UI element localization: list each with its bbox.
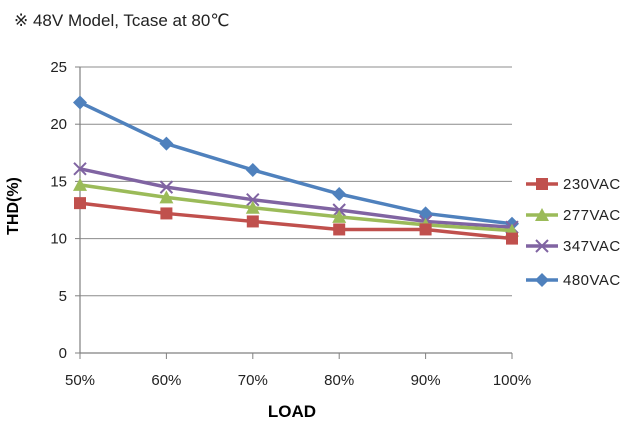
- data-point-480vac-1: [159, 136, 174, 151]
- legend-label-277vac: 277VAC: [563, 207, 621, 224]
- legend-marker-480vac: [535, 273, 549, 287]
- data-point-277vac-1: [159, 190, 174, 204]
- data-point-480vac-3: [332, 186, 347, 201]
- legend-entry-480vac: 480VAC: [526, 272, 621, 289]
- x-tick-label-1: 60%: [151, 372, 181, 389]
- series-230vac: [74, 197, 518, 245]
- data-point-230vac-5: [506, 232, 518, 245]
- legend: 230VAC 277VAC 347VAC 480VAC: [526, 176, 621, 289]
- y-tick-label-4: 20: [50, 116, 67, 133]
- data-point-277vac-3: [332, 209, 347, 223]
- legend-marker-347vac: [535, 239, 549, 253]
- x-tick-label-0: 50%: [65, 372, 95, 389]
- series-line-347vac: [79, 167, 513, 229]
- data-point-230vac-0: [74, 197, 86, 210]
- data-point-230vac-3: [333, 223, 346, 236]
- legend-entry-277vac: 277VAC: [526, 207, 621, 224]
- chart-title: ※ 48V Model, Tcase at 80℃: [14, 11, 229, 30]
- x-axis-label: LOAD: [268, 402, 316, 421]
- data-point-347vac-0: [73, 162, 87, 176]
- y-tick-label-2: 10: [50, 231, 67, 248]
- y-tick-label-1: 5: [59, 288, 67, 305]
- data-point-277vac-0: [73, 177, 87, 191]
- x-tick-label-5: 100%: [493, 372, 531, 389]
- data-point-347vac-2: [246, 192, 260, 207]
- x-tick-label-3: 80%: [324, 372, 354, 389]
- data-point-277vac-2: [245, 200, 260, 214]
- series-line-277vac: [79, 183, 513, 233]
- y-tick-label-5: 25: [50, 59, 67, 76]
- data-point-230vac-2: [246, 215, 259, 228]
- series-277vac: [73, 177, 519, 237]
- legend-label-230vac: 230VAC: [563, 176, 621, 193]
- series-line-230vac: [79, 201, 513, 241]
- legend-entry-347vac: 347VAC: [526, 238, 621, 255]
- data-point-480vac-0: [73, 95, 87, 110]
- data-point-230vac-1: [160, 207, 173, 220]
- series-347vac: [73, 162, 519, 234]
- x-tick-label-4: 90%: [411, 372, 441, 389]
- series-line-480vac: [79, 100, 513, 226]
- x-tick-label-2: 70%: [238, 372, 268, 389]
- series-lines: [73, 95, 519, 245]
- legend-label-480vac: 480VAC: [563, 272, 621, 289]
- y-tick-label-0: 0: [59, 345, 67, 362]
- tick-labels: 0 5 10 15 20 25 50% 60% 70% 80% 90% 100%: [50, 59, 531, 389]
- y-axis-label: THD(%): [5, 177, 22, 235]
- data-point-230vac-4: [419, 223, 432, 236]
- y-tick-label-3: 15: [50, 173, 67, 190]
- legend-marker-277vac: [535, 208, 549, 221]
- data-point-480vac-2: [245, 162, 260, 177]
- legend-marker-230vac: [536, 178, 548, 190]
- axes: [75, 66, 513, 359]
- legend-label-347vac: 347VAC: [563, 238, 621, 255]
- legend-entry-230vac: 230VAC: [526, 176, 621, 193]
- data-point-347vac-1: [159, 180, 174, 194]
